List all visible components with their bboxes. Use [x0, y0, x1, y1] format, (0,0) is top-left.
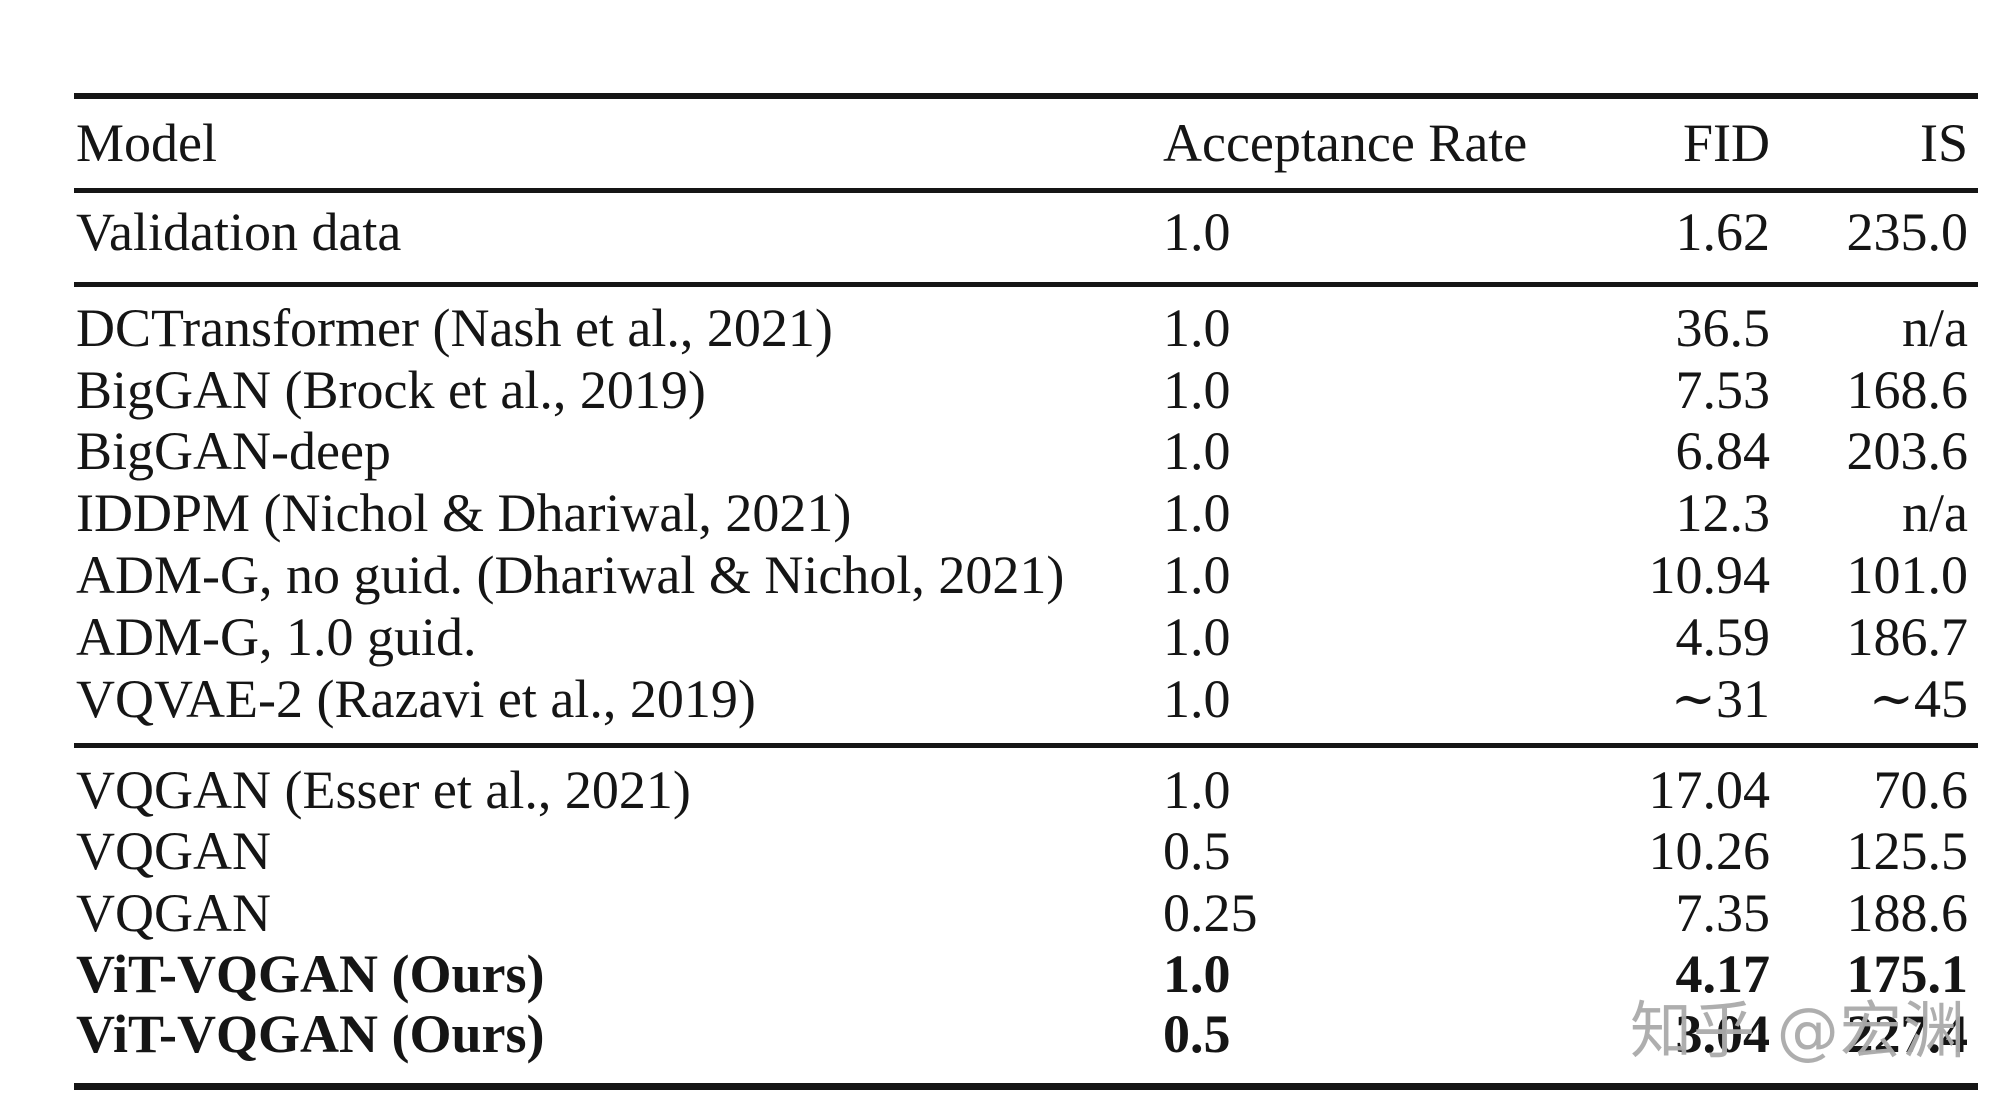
table-header-row: Model Acceptance Rate FID IS — [0, 112, 2000, 174]
table-mid-rule — [74, 743, 1978, 748]
table-row: VQGAN 0.5 10.26 125.5 — [0, 820, 2000, 882]
table-bottom-rule — [74, 1083, 1978, 1090]
is-cell: 101.0 — [1846, 545, 1969, 605]
acceptance-cell: 1.0 — [1163, 421, 1231, 481]
fid-cell: 4.59 — [1675, 607, 1771, 667]
is-cell: ∼45 — [1868, 669, 1968, 729]
model-cell: Validation data — [76, 202, 402, 262]
is-cell: 188.6 — [1846, 883, 1969, 943]
acceptance-cell: 1.0 — [1163, 483, 1231, 543]
table-row: VQVAE-2 (Razavi et al., 2019) 1.0 ∼31 ∼4… — [0, 668, 2000, 730]
fid-cell: 10.26 — [1648, 821, 1771, 881]
table-row: ADM-G, no guid. (Dhariwal & Nichol, 2021… — [0, 544, 2000, 606]
is-cell: n/a — [1902, 298, 1968, 358]
acceptance-cell: 1.0 — [1163, 607, 1231, 667]
table-top-rule — [74, 93, 1978, 99]
is-cell: 70.6 — [1873, 760, 1969, 820]
acceptance-cell: 1.0 — [1163, 360, 1231, 420]
header-model: Model — [76, 113, 217, 173]
model-cell: DCTransformer (Nash et al., 2021) — [76, 298, 833, 358]
model-cell: IDDPM (Nichol & Dhariwal, 2021) — [76, 483, 852, 543]
is-cell: 203.6 — [1846, 421, 1969, 481]
fid-cell: 7.35 — [1675, 883, 1771, 943]
acceptance-cell: 0.5 — [1163, 821, 1231, 881]
acceptance-cell: 1.0 — [1163, 545, 1231, 605]
model-cell: VQVAE-2 (Razavi et al., 2019) — [76, 669, 756, 729]
is-cell: 168.6 — [1846, 360, 1969, 420]
is-cell: 186.7 — [1846, 607, 1969, 667]
acceptance-cell: 1.0 — [1163, 944, 1231, 1004]
is-cell: 235.0 — [1846, 202, 1969, 262]
table-row-ours: ViT-VQGAN (Ours) 0.5 3.04 227.4 — [0, 1003, 2000, 1065]
fid-cell: 3.04 — [1675, 1004, 1771, 1064]
model-cell: ViT-VQGAN (Ours) — [76, 1004, 545, 1064]
acceptance-cell: 1.0 — [1163, 202, 1231, 262]
table-row: VQGAN 0.25 7.35 188.6 — [0, 882, 2000, 944]
acceptance-cell: 1.0 — [1163, 298, 1231, 358]
fid-cell: 6.84 — [1675, 421, 1771, 481]
is-cell: n/a — [1902, 483, 1968, 543]
model-cell: BigGAN-deep — [76, 421, 391, 481]
fid-cell: 4.17 — [1675, 944, 1771, 1004]
model-cell: ADM-G, no guid. (Dhariwal & Nichol, 2021… — [76, 545, 1065, 605]
header-is: IS — [1919, 113, 1968, 173]
table-row: IDDPM (Nichol & Dhariwal, 2021) 1.0 12.3… — [0, 482, 2000, 544]
fid-cell: 10.94 — [1648, 545, 1771, 605]
is-cell: 227.4 — [1846, 1004, 1969, 1064]
fid-cell: 1.62 — [1675, 202, 1771, 262]
fid-cell: ∼31 — [1670, 669, 1770, 729]
is-cell: 175.1 — [1846, 944, 1969, 1004]
zhihu-watermark: 知乎 @宏渊 — [1630, 994, 1966, 1067]
table-row: DCTransformer (Nash et al., 2021) 1.0 36… — [0, 297, 2000, 359]
is-cell: 125.5 — [1846, 821, 1969, 881]
acceptance-cell: 1.0 — [1163, 669, 1231, 729]
fid-cell: 12.3 — [1675, 483, 1771, 543]
acceptance-cell: 1.0 — [1163, 760, 1231, 820]
table-row: Validation data 1.0 1.62 235.0 — [0, 201, 2000, 263]
model-cell: BigGAN (Brock et al., 2019) — [76, 360, 706, 420]
table-row-ours: ViT-VQGAN (Ours) 1.0 4.17 175.1 — [0, 943, 2000, 1005]
model-cell: VQGAN (Esser et al., 2021) — [76, 760, 691, 820]
model-cell: VQGAN — [76, 883, 271, 943]
model-cell: ViT-VQGAN (Ours) — [76, 944, 545, 1004]
table-validation-rule — [74, 282, 1978, 287]
fid-cell: 7.53 — [1675, 360, 1771, 420]
table-row: BigGAN (Brock et al., 2019) 1.0 7.53 168… — [0, 359, 2000, 421]
fid-cell: 36.5 — [1675, 298, 1771, 358]
table-row: VQGAN (Esser et al., 2021) 1.0 17.04 70.… — [0, 759, 2000, 821]
acceptance-cell: 0.5 — [1163, 1004, 1231, 1064]
model-cell: ADM-G, 1.0 guid. — [76, 607, 477, 667]
table-header-rule — [74, 188, 1978, 193]
model-cell: VQGAN — [76, 821, 271, 881]
table-row: ADM-G, 1.0 guid. 1.0 4.59 186.7 — [0, 606, 2000, 668]
fid-cell: 17.04 — [1648, 760, 1771, 820]
acceptance-cell: 0.25 — [1163, 883, 1258, 943]
table-row: BigGAN-deep 1.0 6.84 203.6 — [0, 420, 2000, 482]
header-fid: FID — [1682, 113, 1770, 173]
header-acceptance-rate: Acceptance Rate — [1163, 113, 1528, 173]
